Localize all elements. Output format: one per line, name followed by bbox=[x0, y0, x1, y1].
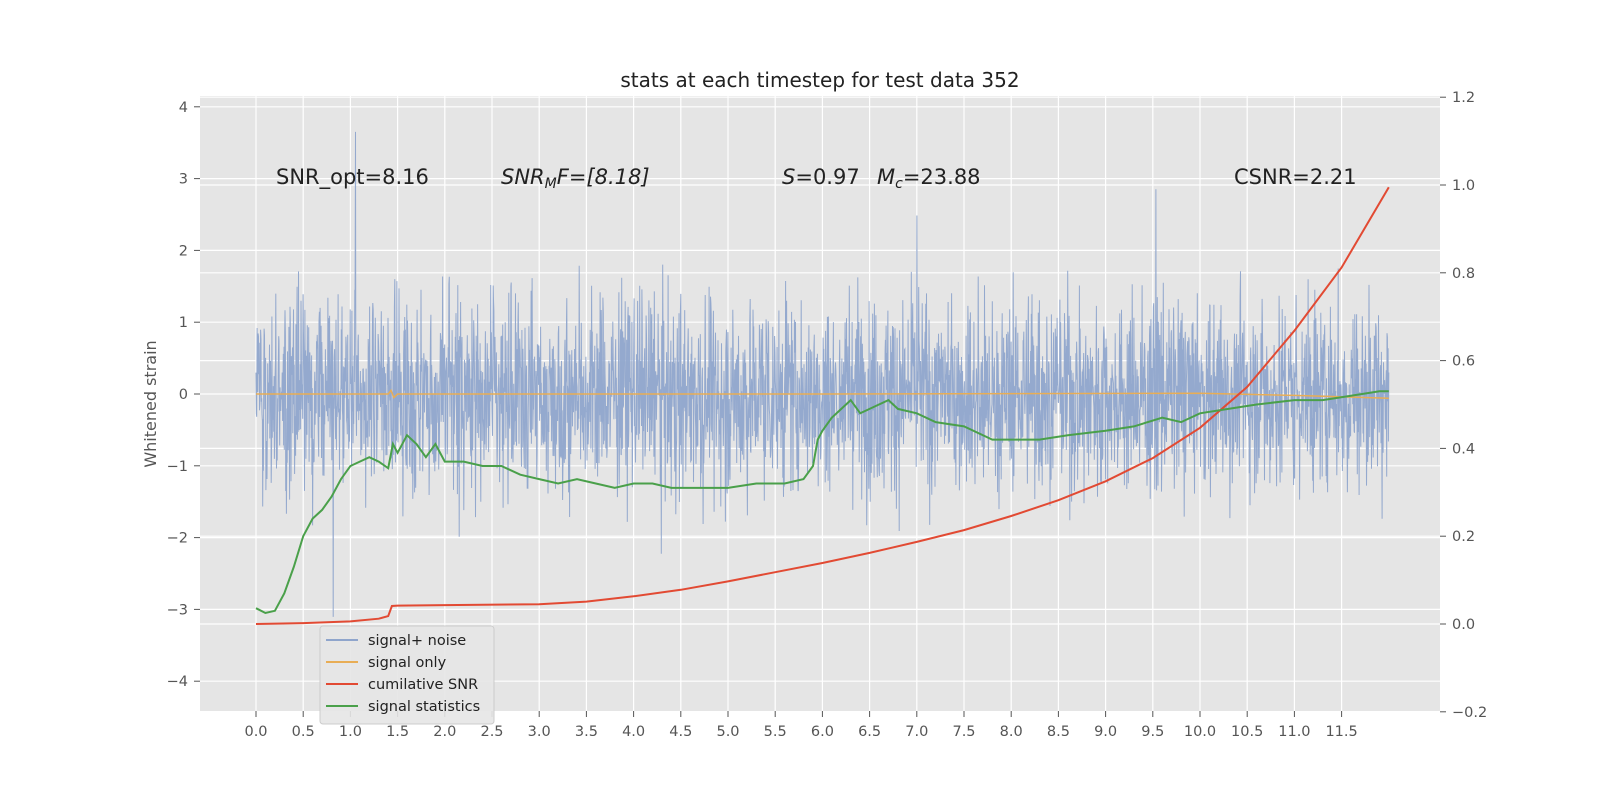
legend-item-signal-noise: signal+ noise bbox=[326, 633, 466, 649]
legend: signal+ noise signal only cumilative SNR… bbox=[319, 625, 495, 725]
series-line-cumulative-snr bbox=[255, 186, 1390, 625]
y-tick-label: 4 bbox=[179, 100, 188, 116]
x-tick-label: 9.5 bbox=[1141, 724, 1164, 740]
y-tick-label: 3 bbox=[179, 172, 188, 188]
series-line-signal-only bbox=[256, 388, 1389, 400]
y-tick-label: −1 bbox=[167, 459, 188, 475]
legend-label: signal only bbox=[368, 655, 447, 671]
annotation-csnr: CSNR=2.21 bbox=[1234, 165, 1357, 189]
x-tick-label: 7.0 bbox=[905, 724, 928, 740]
annotation-snr-opt: SNR_opt=8.16 bbox=[276, 165, 429, 190]
y2-tick-label: 1.0 bbox=[1452, 178, 1475, 194]
y2-tick-label: 1.2 bbox=[1452, 90, 1475, 106]
y2-tick-label: 0.0 bbox=[1452, 617, 1475, 633]
x-tick-label: 8.5 bbox=[1047, 724, 1070, 740]
x-tick-label: 5.5 bbox=[764, 724, 787, 740]
x-tick-label: 3.0 bbox=[528, 724, 551, 740]
x-tick-label: 1.0 bbox=[339, 724, 362, 740]
x-tick-label: 8.0 bbox=[1000, 724, 1023, 740]
legend-label: cumilative SNR bbox=[368, 677, 478, 693]
chart-title: stats at each timestep for test data 352 bbox=[620, 68, 1019, 92]
y-tick-label: 0 bbox=[179, 387, 188, 403]
series-line-signal-statistics bbox=[255, 390, 1389, 615]
x-tick-label: 0.5 bbox=[292, 724, 315, 740]
annotation-snr-mf: SNRMF=[8.18] bbox=[501, 165, 650, 192]
x-tick-label: 2.0 bbox=[433, 724, 456, 740]
y2-tick-label: 0.4 bbox=[1452, 441, 1475, 457]
y-axis-right: 1.2 1.0 0.8 0.6 0.4 0.2 0.0 −0.2 bbox=[1440, 90, 1487, 721]
x-tick-label: 5.0 bbox=[716, 724, 739, 740]
legend-item-signal-statistics: signal statistics bbox=[326, 699, 480, 715]
legend-item-cumulative-snr: cumilative SNR bbox=[326, 677, 478, 693]
x-tick-label: 3.5 bbox=[575, 724, 598, 740]
y-tick-label: −3 bbox=[167, 602, 188, 618]
y-tick-label: −2 bbox=[167, 531, 188, 547]
x-tick-label: 9.0 bbox=[1094, 724, 1117, 740]
y-axis-label: Whitened strain bbox=[141, 340, 160, 467]
x-tick-label: 10.0 bbox=[1184, 724, 1216, 740]
annotations: SNR_opt=8.16 SNRMF=[8.18] S=0.97 Mc=23.8… bbox=[276, 165, 1357, 192]
annotation-s: S=0.97 bbox=[782, 165, 860, 189]
x-tick-label: 11.5 bbox=[1325, 724, 1357, 740]
x-tick-label: 6.0 bbox=[811, 724, 834, 740]
x-axis: 0.0 0.5 1.0 1.5 2.0 2.5 3.0 3.5 4.0 4.5 5.0 5.5 6.0 6… bbox=[244, 711, 1358, 740]
series-lines bbox=[255, 186, 1390, 625]
y-tick-label: 2 bbox=[179, 243, 188, 259]
x-tick-label: 10.5 bbox=[1231, 724, 1263, 740]
x-tick-label: 4.5 bbox=[669, 724, 692, 740]
y-tick-label: 1 bbox=[179, 315, 188, 331]
x-tick-label: 11.0 bbox=[1278, 724, 1310, 740]
x-tick-label: 6.5 bbox=[858, 724, 881, 740]
y2-tick-label: 0.6 bbox=[1452, 354, 1475, 370]
y2-tick-label: 0.2 bbox=[1452, 529, 1475, 545]
y-tick-label: −4 bbox=[167, 674, 188, 690]
y-gridlines-right bbox=[200, 96, 1440, 713]
y2-tick-label: −0.2 bbox=[1452, 705, 1487, 721]
legend-label: signal statistics bbox=[368, 699, 480, 715]
x-tick-label: 7.5 bbox=[952, 724, 975, 740]
legend-item-signal-only: signal only bbox=[326, 655, 447, 671]
y-axis-left: 4 3 2 1 0 −1 −2 −3 −4 bbox=[167, 100, 200, 690]
legend-label: signal+ noise bbox=[368, 633, 466, 649]
x-tick-label: 0.0 bbox=[244, 724, 267, 740]
x-tick-label: 2.5 bbox=[480, 724, 503, 740]
annotation-mc: Mc=23.88 bbox=[877, 165, 981, 192]
x-tick-label: 4.0 bbox=[622, 724, 645, 740]
legend-box bbox=[319, 625, 495, 725]
x-tick-label: 1.5 bbox=[386, 724, 409, 740]
y2-tick-label: 0.8 bbox=[1452, 266, 1475, 282]
